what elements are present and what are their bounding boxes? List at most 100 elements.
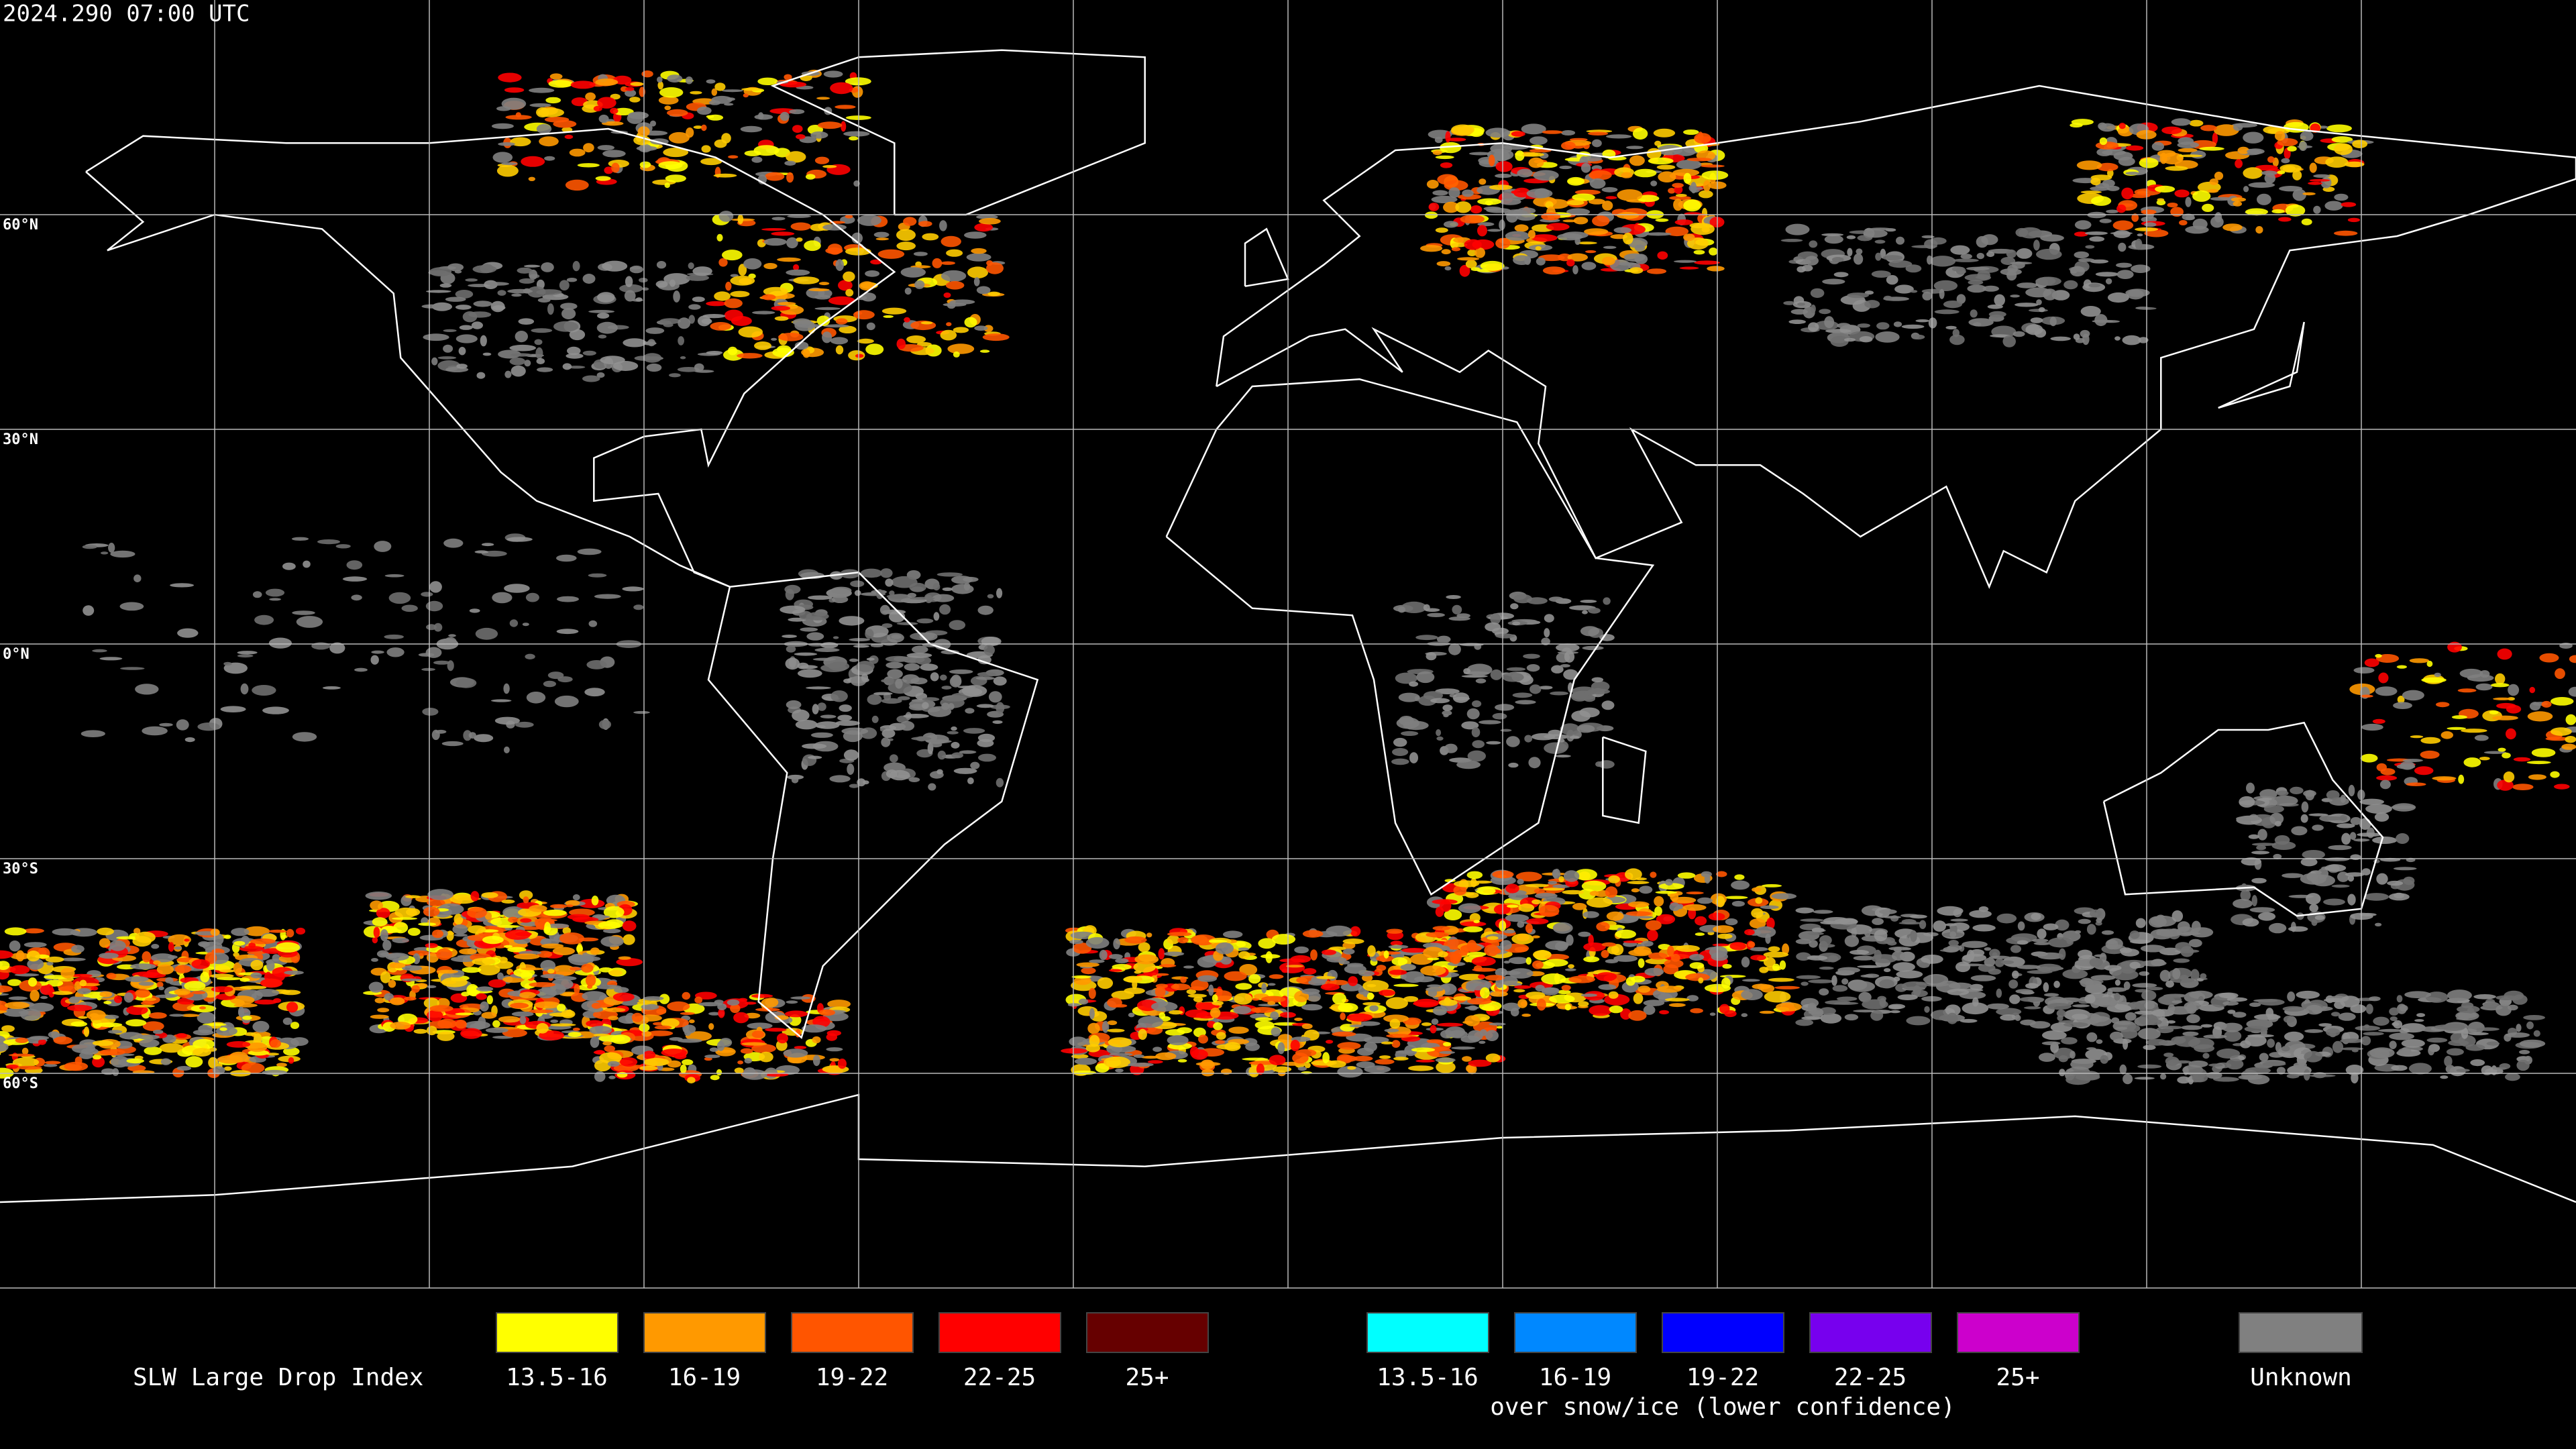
cloud-pixel [86, 1010, 106, 1020]
cloud-pixel [1561, 130, 1576, 136]
cloud-pixel [413, 1028, 427, 1034]
cloud-pixel [777, 257, 801, 262]
cloud-pixel [1224, 1042, 1241, 1051]
cloud-pixel [945, 281, 965, 290]
cloud-pixel [843, 271, 855, 282]
cloud-pixel [1847, 292, 1869, 299]
cloud-pixel [467, 907, 487, 918]
cloud-pixel [60, 957, 86, 961]
cloud-pixel [2036, 963, 2062, 972]
cloud-pixel [1521, 1014, 1532, 1017]
cloud-pixel [108, 543, 115, 553]
cloud-pixel [534, 1001, 561, 1009]
cloud-pixel [542, 293, 569, 301]
cloud-pixel [498, 1016, 521, 1023]
cloud-pixel [688, 304, 701, 310]
cloud-pixel [1888, 260, 1913, 268]
cloud-pixel [963, 582, 971, 591]
cloud-pixel [2071, 119, 2094, 125]
cloud-pixel [99, 657, 123, 661]
cloud-pixel [2447, 989, 2472, 1002]
cloud-pixel [598, 720, 612, 729]
cloud-pixel [870, 259, 882, 265]
cloud-pixel [970, 761, 980, 769]
cloud-pixel [1506, 904, 1519, 908]
cloud-pixel [2268, 922, 2287, 934]
cloud-pixel [509, 344, 536, 352]
cloud-pixel [2393, 867, 2417, 871]
cloud-pixel [1656, 164, 1676, 170]
cloud-pixel [509, 619, 519, 627]
cloud-pixel [2202, 203, 2214, 212]
cloud-pixel [688, 315, 695, 324]
cloud-pixel [2030, 317, 2043, 323]
cloud-pixel [642, 287, 649, 291]
cloud-pixel [431, 357, 438, 366]
cloud-pixel [1645, 920, 1662, 930]
cloud-pixel [604, 166, 614, 174]
cloud-pixel [481, 1012, 497, 1019]
cloud-pixel [1464, 956, 1470, 963]
cloud-pixel [1467, 1030, 1483, 1042]
cloud-pixel [1972, 997, 1979, 1007]
cloud-pixel [800, 627, 818, 632]
cloud-pixel [577, 163, 600, 168]
cloud-pixel [643, 996, 664, 1001]
cloud-pixel [2324, 201, 2343, 211]
cloud-pixel [1348, 976, 1358, 987]
cloud-pixel [2255, 226, 2263, 234]
legend-title: SLW Large Drop Index [133, 1364, 423, 1391]
cloud-pixel [1155, 1052, 1177, 1061]
cloud-pixel [1528, 757, 1541, 769]
cloud-pixel [224, 934, 231, 939]
cloud-pixel [160, 1058, 171, 1065]
cloud-pixel [491, 123, 514, 129]
cloud-pixel [1403, 996, 1419, 1002]
cloud-pixel [1485, 1030, 1499, 1041]
cloud-pixel [2361, 723, 2383, 731]
cloud-pixel [488, 979, 506, 988]
cloud-pixel [597, 145, 614, 151]
cloud-pixel [92, 1055, 102, 1060]
cloud-pixel [1517, 920, 1525, 928]
cloud-pixel [1701, 871, 1712, 877]
cloud-pixel [1159, 964, 1177, 968]
cloud-pixel [667, 109, 688, 117]
cloud-pixel [1542, 987, 1560, 996]
cloud-pixel [1558, 253, 1572, 262]
cloud-pixel [2127, 1002, 2143, 1010]
cloud-pixel [1349, 1024, 1364, 1028]
cloud-pixel [2148, 916, 2167, 928]
cloud-pixel [1411, 1047, 1436, 1053]
cloud-pixel [1888, 1004, 1906, 1010]
cloud-pixel [97, 927, 115, 936]
cloud-pixel [2308, 813, 2328, 816]
cloud-pixel [1674, 219, 1693, 225]
cloud-pixel [2039, 1053, 2055, 1062]
cloud-pixel [600, 356, 625, 365]
cloud-pixel [1409, 752, 1418, 763]
cloud-pixel [1472, 967, 1497, 972]
cloud-pixel [1403, 971, 1425, 983]
cloud-pixel [498, 72, 522, 83]
cloud-pixel [2414, 1019, 2424, 1022]
cloud-pixel [1320, 983, 1340, 991]
cloud-pixel [38, 1038, 46, 1045]
cloud-pixel [1533, 170, 1559, 181]
cloud-pixel [268, 929, 287, 933]
cloud-pixel [2137, 233, 2143, 237]
cloud-pixel [292, 732, 317, 742]
cloud-pixel [577, 548, 602, 555]
cloud-pixel [881, 698, 902, 704]
cloud-pixel [1503, 961, 1511, 964]
cloud-pixel [524, 264, 541, 268]
cloud-pixel [1947, 1012, 1958, 1024]
cloud-pixel [647, 1030, 674, 1036]
cloud-pixel [2189, 990, 2213, 1000]
cloud-pixel [1890, 1010, 1900, 1014]
cloud-pixel [621, 86, 629, 92]
cloud-pixel [1459, 264, 1470, 277]
cloud-pixel [552, 965, 576, 976]
cloud-pixel [792, 125, 803, 133]
cloud-pixel [1245, 1042, 1260, 1051]
